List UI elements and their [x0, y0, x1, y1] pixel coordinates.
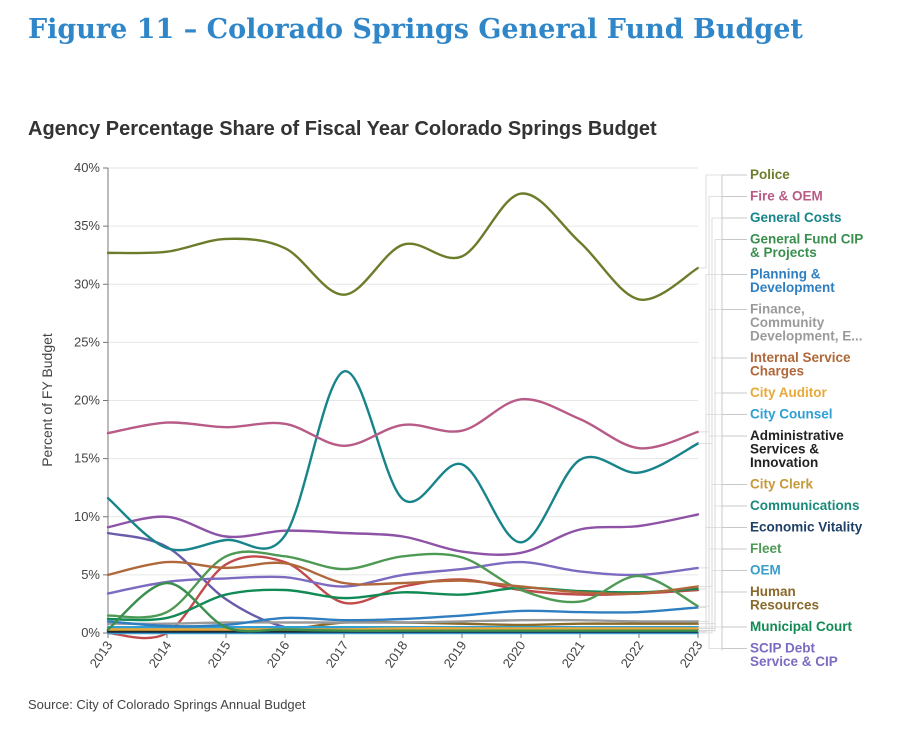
series-line: [106, 513, 700, 556]
x-tick-label: 2018: [382, 638, 411, 670]
source-note: Source: City of Colorado Springs Annual …: [28, 697, 306, 712]
legend-entry: Human Resources: [750, 584, 819, 613]
legend-connector: [698, 274, 722, 608]
series-line: [106, 606, 700, 628]
x-tick-label: 2022: [618, 638, 647, 670]
gridlines: [107, 167, 698, 634]
legend-entry: General Costs: [750, 210, 842, 225]
x-tick-label: 2016: [264, 638, 293, 670]
series-lines: [106, 192, 700, 640]
series-line: [106, 586, 700, 622]
series-line: [106, 618, 700, 625]
series-line: [106, 398, 700, 450]
y-tick-label: 0%: [81, 625, 100, 640]
legend-entry: City Counsel: [750, 407, 833, 422]
legend-connector: [698, 392, 722, 629]
y-axis-label: Percent of FY Budget: [39, 333, 55, 467]
legend-entry: City Auditor: [750, 385, 827, 400]
series-line: [106, 370, 700, 552]
legend-entry: Finance, Community Development, E...: [750, 302, 863, 344]
y-axis-ticks: 0% 5% 10% 15% 20% 25% 30% 35% 40%: [74, 160, 108, 640]
series-line: [106, 192, 700, 301]
legend-entry: Economic Vitality: [750, 520, 863, 535]
x-tick-label: 2017: [323, 638, 352, 670]
y-tick-label: 15%: [74, 451, 100, 466]
y-tick-label: 5%: [81, 567, 100, 582]
y-tick-label: 40%: [74, 160, 100, 175]
series-line: [106, 555, 700, 640]
legend-connector: [698, 357, 722, 587]
legend-entry: General Fund CIP & Projects: [750, 232, 863, 261]
chart-title: Agency Percentage Share of Fiscal Year C…: [28, 118, 657, 140]
x-tick-label: 2021: [559, 638, 588, 670]
y-tick-label: 20%: [74, 393, 100, 408]
y-tick-label: 35%: [74, 218, 100, 233]
legend-connector: [698, 196, 722, 433]
legend-entry: Fleet: [750, 541, 782, 556]
x-tick-label: 2015: [205, 638, 234, 670]
y-tick-label: 25%: [74, 334, 100, 349]
legend-connector: [698, 174, 722, 269]
legend-connector: [698, 505, 722, 632]
series-line: [106, 550, 700, 619]
x-tick-label: 2014: [146, 638, 175, 670]
legend-connector: [698, 567, 722, 649]
x-tick-label: 2019: [441, 638, 470, 670]
legend-connector: [698, 484, 722, 629]
y-tick-label: 10%: [74, 509, 100, 524]
legend-connector: [698, 414, 722, 628]
legend: Police Fire & OEM General Costs General Fun…: [750, 167, 863, 669]
legend-entry: City Clerk: [750, 477, 814, 492]
y-tick-label: 30%: [74, 276, 100, 291]
series-line: [106, 560, 700, 596]
legend-connector: [698, 527, 722, 633]
legend-entry: Communications: [750, 498, 860, 513]
legend-connector: [698, 548, 722, 607]
legend-connector: [698, 239, 722, 632]
legend-connector: [698, 591, 722, 625]
legend-entry: OEM: [750, 563, 781, 578]
x-axis-ticks: 2013 2014 2015 2016 2017 2018 2019 2020 2021 2022…: [87, 633, 706, 670]
x-tick-label: 2023: [677, 638, 706, 670]
x-tick-label: 2013: [87, 638, 116, 670]
series-line: [106, 560, 700, 595]
series-line: [106, 627, 700, 631]
legend-entry: SCIP Debt Service & CIP: [750, 641, 838, 670]
series-line: [106, 581, 700, 633]
legend-connector: [698, 570, 722, 634]
legend-connector: [698, 435, 722, 632]
legend-entry: Administrative Services & Innovation: [750, 428, 844, 470]
legend-entry: Police: [750, 167, 790, 182]
legend-entry: Planning & Development: [750, 267, 835, 296]
legend-connector: [698, 588, 722, 628]
x-tick-label: 2020: [500, 638, 529, 670]
legend-connectors: [698, 174, 747, 651]
legend-connector: [698, 309, 722, 622]
legend-entry: Fire & OEM: [750, 189, 823, 204]
figure-title: Figure 11 – Colorado Springs General Fun…: [28, 14, 803, 45]
legend-connector: [698, 217, 722, 444]
legend-entry: Municipal Court: [750, 619, 852, 634]
legend-entry: Internal Service Charges: [750, 350, 851, 379]
